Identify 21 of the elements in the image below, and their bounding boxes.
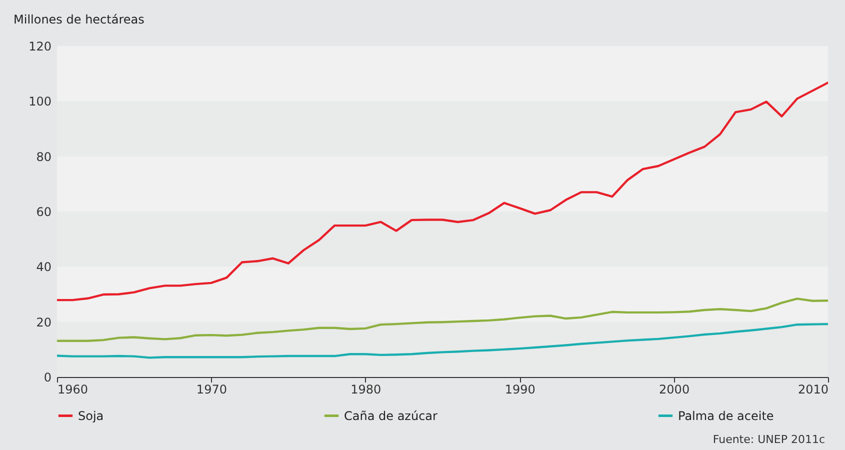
x-tick-label: 1960 bbox=[58, 382, 88, 396]
x-tick-label: 1990 bbox=[504, 382, 536, 396]
y-tick-label: 0 bbox=[44, 370, 52, 384]
legend-label: Caña de azúcar bbox=[344, 408, 438, 423]
y-tick-label: 80 bbox=[36, 150, 52, 164]
y-tick-label: 60 bbox=[36, 205, 52, 219]
x-tick-label: 1980 bbox=[350, 382, 382, 396]
y-tick-label: 20 bbox=[36, 315, 52, 330]
line-series bbox=[57, 322, 828, 359]
legend-label: Palma de aceite bbox=[678, 408, 774, 423]
x-tick-label: 2010 bbox=[798, 382, 828, 396]
y-tick-label: 100 bbox=[28, 94, 52, 109]
source-note: Fuente: UNEP 2011c bbox=[712, 433, 825, 446]
x-tick-label: 2000 bbox=[659, 382, 690, 396]
y-tick-label: 40 bbox=[36, 260, 52, 274]
x-tick-label: 1970 bbox=[196, 382, 227, 396]
line-series bbox=[57, 82, 828, 302]
line-series bbox=[57, 298, 828, 342]
y-tick-label: 120 bbox=[28, 40, 52, 54]
y-axis-title: Millones de hectáreas bbox=[14, 12, 144, 26]
legend-label: Soja bbox=[78, 408, 104, 423]
